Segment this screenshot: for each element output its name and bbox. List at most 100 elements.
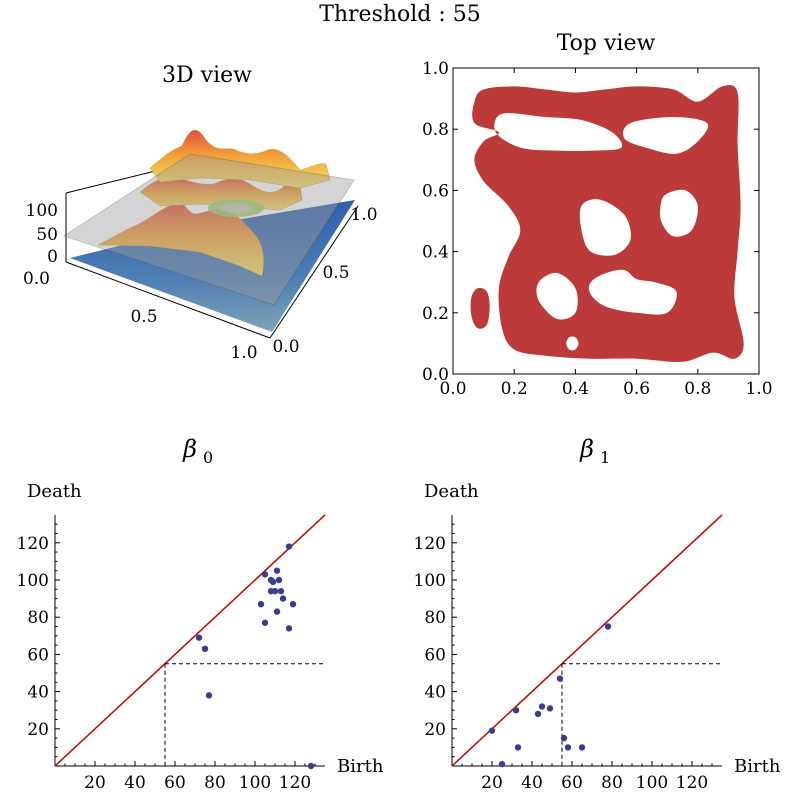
beta1-point — [604, 623, 612, 630]
beta1-xlabel: Birth — [734, 756, 781, 777]
top-xtick-label: 0.2 — [501, 379, 528, 399]
beta0-ylabel: Death — [27, 481, 82, 502]
threshold-plane — [63, 153, 355, 306]
beta1-point — [556, 675, 564, 682]
beta0-point — [271, 587, 279, 595]
beta0-point — [275, 576, 283, 584]
beta1-diagonal — [451, 514, 723, 767]
beta0-point — [285, 543, 293, 550]
top-xtick-label: 1.0 — [745, 379, 772, 399]
beta1-xtick-label: 120 — [676, 773, 708, 793]
top-view-title: Top view — [557, 31, 656, 56]
beta0-ytick-label: 120 — [17, 534, 49, 554]
panel-top-view: Top view 0.0 0.2 0.4 0.6 0.8 1.0 0.0 0.2 0.4 0.6 0… — [422, 31, 773, 399]
tick-y-0-5: 0.5 — [322, 263, 349, 283]
beta0-point — [285, 625, 293, 632]
top-xtick-label: 0.8 — [684, 379, 711, 399]
tick-z-50: 50 — [36, 225, 58, 245]
beta1-xtick-label: 100 — [636, 773, 668, 793]
beta0-point — [307, 762, 315, 770]
beta1-point — [514, 744, 522, 751]
top-xtick-label: 0.4 — [562, 379, 589, 399]
tick-y-1-0: 1.0 — [350, 205, 377, 225]
beta1-ylabel: Death — [424, 481, 479, 502]
beta0-xtick-label: 60 — [164, 773, 186, 793]
beta0-ytick-label: 100 — [17, 571, 49, 591]
tick-x-0-5: 0.5 — [130, 307, 157, 327]
beta0-point — [261, 571, 269, 578]
top-ytick-label: 0.0 — [422, 365, 449, 385]
top-xtick-label: 0.0 — [439, 379, 466, 399]
top-ytick-label: 1.0 — [422, 59, 449, 79]
beta0-xtick-label: 80 — [204, 773, 226, 793]
beta0-point — [269, 578, 277, 586]
top-ytick-label: 0.4 — [422, 243, 449, 263]
beta0-ytick-label: 80 — [27, 608, 49, 628]
beta0-point — [289, 600, 297, 608]
panel-3d-title: 3D view — [162, 63, 252, 88]
tick-z-100: 100 — [26, 201, 58, 221]
beta0-point — [205, 692, 213, 699]
top-xtick-label: 0.6 — [623, 379, 650, 399]
beta0-title: β — [182, 435, 197, 463]
beta0-xtick-label: 20 — [84, 773, 106, 793]
beta0-ytick-label: 60 — [27, 645, 49, 665]
beta1-point — [560, 734, 568, 742]
figure-title: Threshold : 55 — [319, 2, 481, 27]
beta1-title-subscript: 1 — [600, 448, 610, 467]
beta1-point — [564, 744, 572, 751]
beta1-point — [534, 710, 542, 718]
beta1-xtick-label: 20 — [481, 773, 503, 793]
surface-ridge-back — [149, 129, 331, 189]
beta0-xlabel: Birth — [337, 756, 384, 777]
beta0-xtick-label: 40 — [124, 773, 146, 793]
beta0-point — [279, 595, 287, 602]
panel-beta0: β 0 20 40 60 80 100 120 20 40 60 80 100 120 Death Birth — [17, 435, 384, 793]
box-edge-right — [269, 205, 359, 339]
beta0-ytick-label: 20 — [27, 720, 49, 740]
beta1-point — [488, 727, 496, 734]
surface-floor — [70, 200, 355, 332]
beta1-xtick-label: 60 — [561, 773, 583, 793]
beta1-point — [538, 703, 546, 710]
top-ytick-label: 0.8 — [422, 120, 449, 140]
beta1-point — [498, 760, 506, 768]
beta1-point — [578, 744, 586, 751]
beta1-ytick-label: 80 — [424, 608, 446, 628]
beta1-xtick-label: 40 — [521, 773, 543, 793]
beta1-ytick-label: 40 — [424, 683, 446, 703]
beta0-title-subscript: 0 — [203, 448, 213, 467]
beta0-point — [257, 600, 265, 608]
tick-y-0-0: 0.0 — [272, 337, 299, 357]
top-ytick-label: 0.2 — [422, 304, 449, 324]
beta0-point — [195, 634, 203, 641]
beta0-point — [201, 645, 209, 653]
beta0-diagonal — [54, 514, 326, 767]
region-superlevel-set — [470, 85, 744, 362]
beta0-point — [277, 587, 285, 595]
top-view-frame — [452, 67, 760, 375]
beta0-xtick-label: 100 — [239, 773, 271, 793]
surface-pit-center-inner — [220, 203, 252, 213]
top-ytick-label: 0.6 — [422, 181, 449, 201]
beta1-xtick-label: 80 — [601, 773, 623, 793]
beta0-point — [273, 608, 281, 615]
beta1-title: β — [579, 435, 594, 463]
tick-x-0: 0.0 — [23, 269, 50, 289]
beta0-point — [261, 619, 269, 626]
beta1-ytick-label: 60 — [424, 645, 446, 665]
beta1-point — [546, 705, 554, 712]
panel-3d-view: 3D view 100 50 0 0.0 0.5 1.0 0.0 0.5 1.0 — [23, 63, 378, 363]
tick-z-0: 0 — [47, 247, 58, 267]
box-edge-front — [65, 261, 271, 339]
beta1-point — [512, 707, 520, 714]
tick-x-1-0: 1.0 — [230, 343, 257, 363]
beta1-ytick-label: 100 — [414, 571, 446, 591]
beta1-ytick-label: 20 — [424, 720, 446, 740]
beta0-point — [273, 567, 281, 574]
beta0-xtick-label: 120 — [279, 773, 311, 793]
beta0-ytick-label: 40 — [27, 683, 49, 703]
beta1-ytick-label: 120 — [414, 534, 446, 554]
